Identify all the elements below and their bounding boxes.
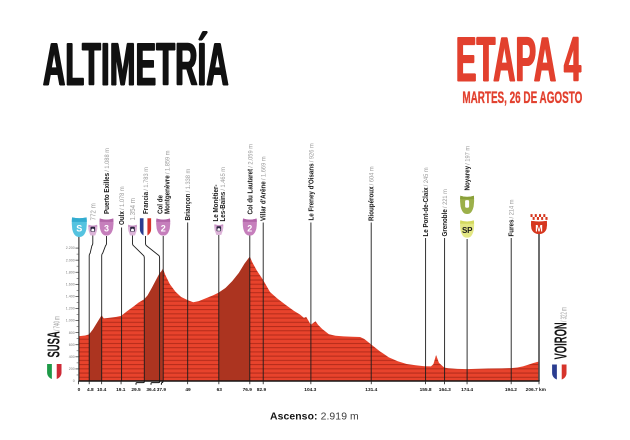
svg-text:Montgenèvre / 1.859 m: Montgenèvre / 1.859 m [164,150,171,214]
svg-text:Col de: Col de [157,195,164,214]
svg-text:Rioupéroux / 604 m: Rioupéroux / 604 m [368,166,375,221]
svg-text:Col du Lautaret / 2.059 m: Col du Lautaret / 2.059 m [247,144,254,214]
svg-text:1.400: 1.400 [66,295,75,299]
svg-text:76.9: 76.9 [243,387,253,393]
svg-text:63: 63 [217,387,223,393]
svg-text:104.3: 104.3 [304,387,316,393]
svg-text:10.4: 10.4 [97,387,107,393]
svg-text:Fures / 214 m: Fures / 214 m [508,199,515,236]
svg-text:2.200: 2.200 [66,246,75,250]
svg-text:2: 2 [161,223,166,233]
svg-text:Francia / 1.783 m: Francia / 1.783 m [143,167,150,214]
svg-text:206.7 km: 206.7 km [526,387,546,393]
svg-text:1.800: 1.800 [66,270,75,274]
svg-text:800: 800 [69,331,75,335]
svg-text:2: 2 [247,223,252,233]
svg-text:Puerto Exilles / 1.088 m: Puerto Exilles / 1.088 m [104,148,111,214]
svg-text:2.000: 2.000 [66,258,75,262]
svg-text:194.2: 194.2 [505,387,517,393]
svg-text:49: 49 [185,387,191,393]
svg-text:Le Pont-de-Claix / 245 m: Le Pont-de-Claix / 245 m [423,167,430,236]
svg-text:Villar d'Arêne / 1.669 m: Villar d'Arêne / 1.669 m [260,156,267,221]
svg-text:M: M [535,224,543,234]
svg-text:400: 400 [69,355,75,359]
svg-text:19.1: 19.1 [116,387,126,393]
svg-text:29.5: 29.5 [131,387,141,393]
svg-text:0: 0 [73,379,75,383]
svg-text:600: 600 [69,343,75,347]
svg-text:131.4: 131.4 [365,387,377,393]
svg-text:1.200: 1.200 [66,307,75,311]
svg-text:Noyarey / 197 m: Noyarey / 197 m [464,146,471,191]
svg-text:772 m: 772 m [90,203,97,221]
svg-text:Les-Bains / 1.465 m: Les-Bains / 1.465 m [220,167,227,222]
svg-text:82.9: 82.9 [257,387,267,393]
svg-text:37.9: 37.9 [157,387,167,393]
svg-text:200: 200 [69,367,75,371]
svg-text:Ascenso: 2.919 m: Ascenso: 2.919 m [270,412,359,423]
svg-text:SP: SP [462,226,473,235]
svg-text:Briançon / 1.338 m: Briançon / 1.338 m [185,169,192,221]
svg-text:174.4: 174.4 [461,387,473,393]
svg-text:Le Monêtier-: Le Monêtier- [213,185,220,222]
svg-text:155.8: 155.8 [420,387,432,393]
svg-text:Oulx / 1.078 m: Oulx / 1.078 m [119,186,126,225]
svg-text:36.4: 36.4 [146,387,156,393]
svg-text:1.600: 1.600 [66,282,75,286]
svg-text:4.8: 4.8 [87,387,94,393]
svg-text:0: 0 [78,387,81,393]
svg-text:1.354 m: 1.354 m [130,198,137,221]
svg-text:Grenoble / 221 m: Grenoble / 221 m [442,189,449,236]
svg-text:Le Freney d'Oisans / 926 m: Le Freney d'Oisans / 926 m [308,143,315,220]
svg-text:164.3: 164.3 [439,387,451,393]
svg-text:1.000: 1.000 [66,319,75,323]
svg-text:3: 3 [104,223,109,233]
svg-text:S: S [76,223,82,233]
